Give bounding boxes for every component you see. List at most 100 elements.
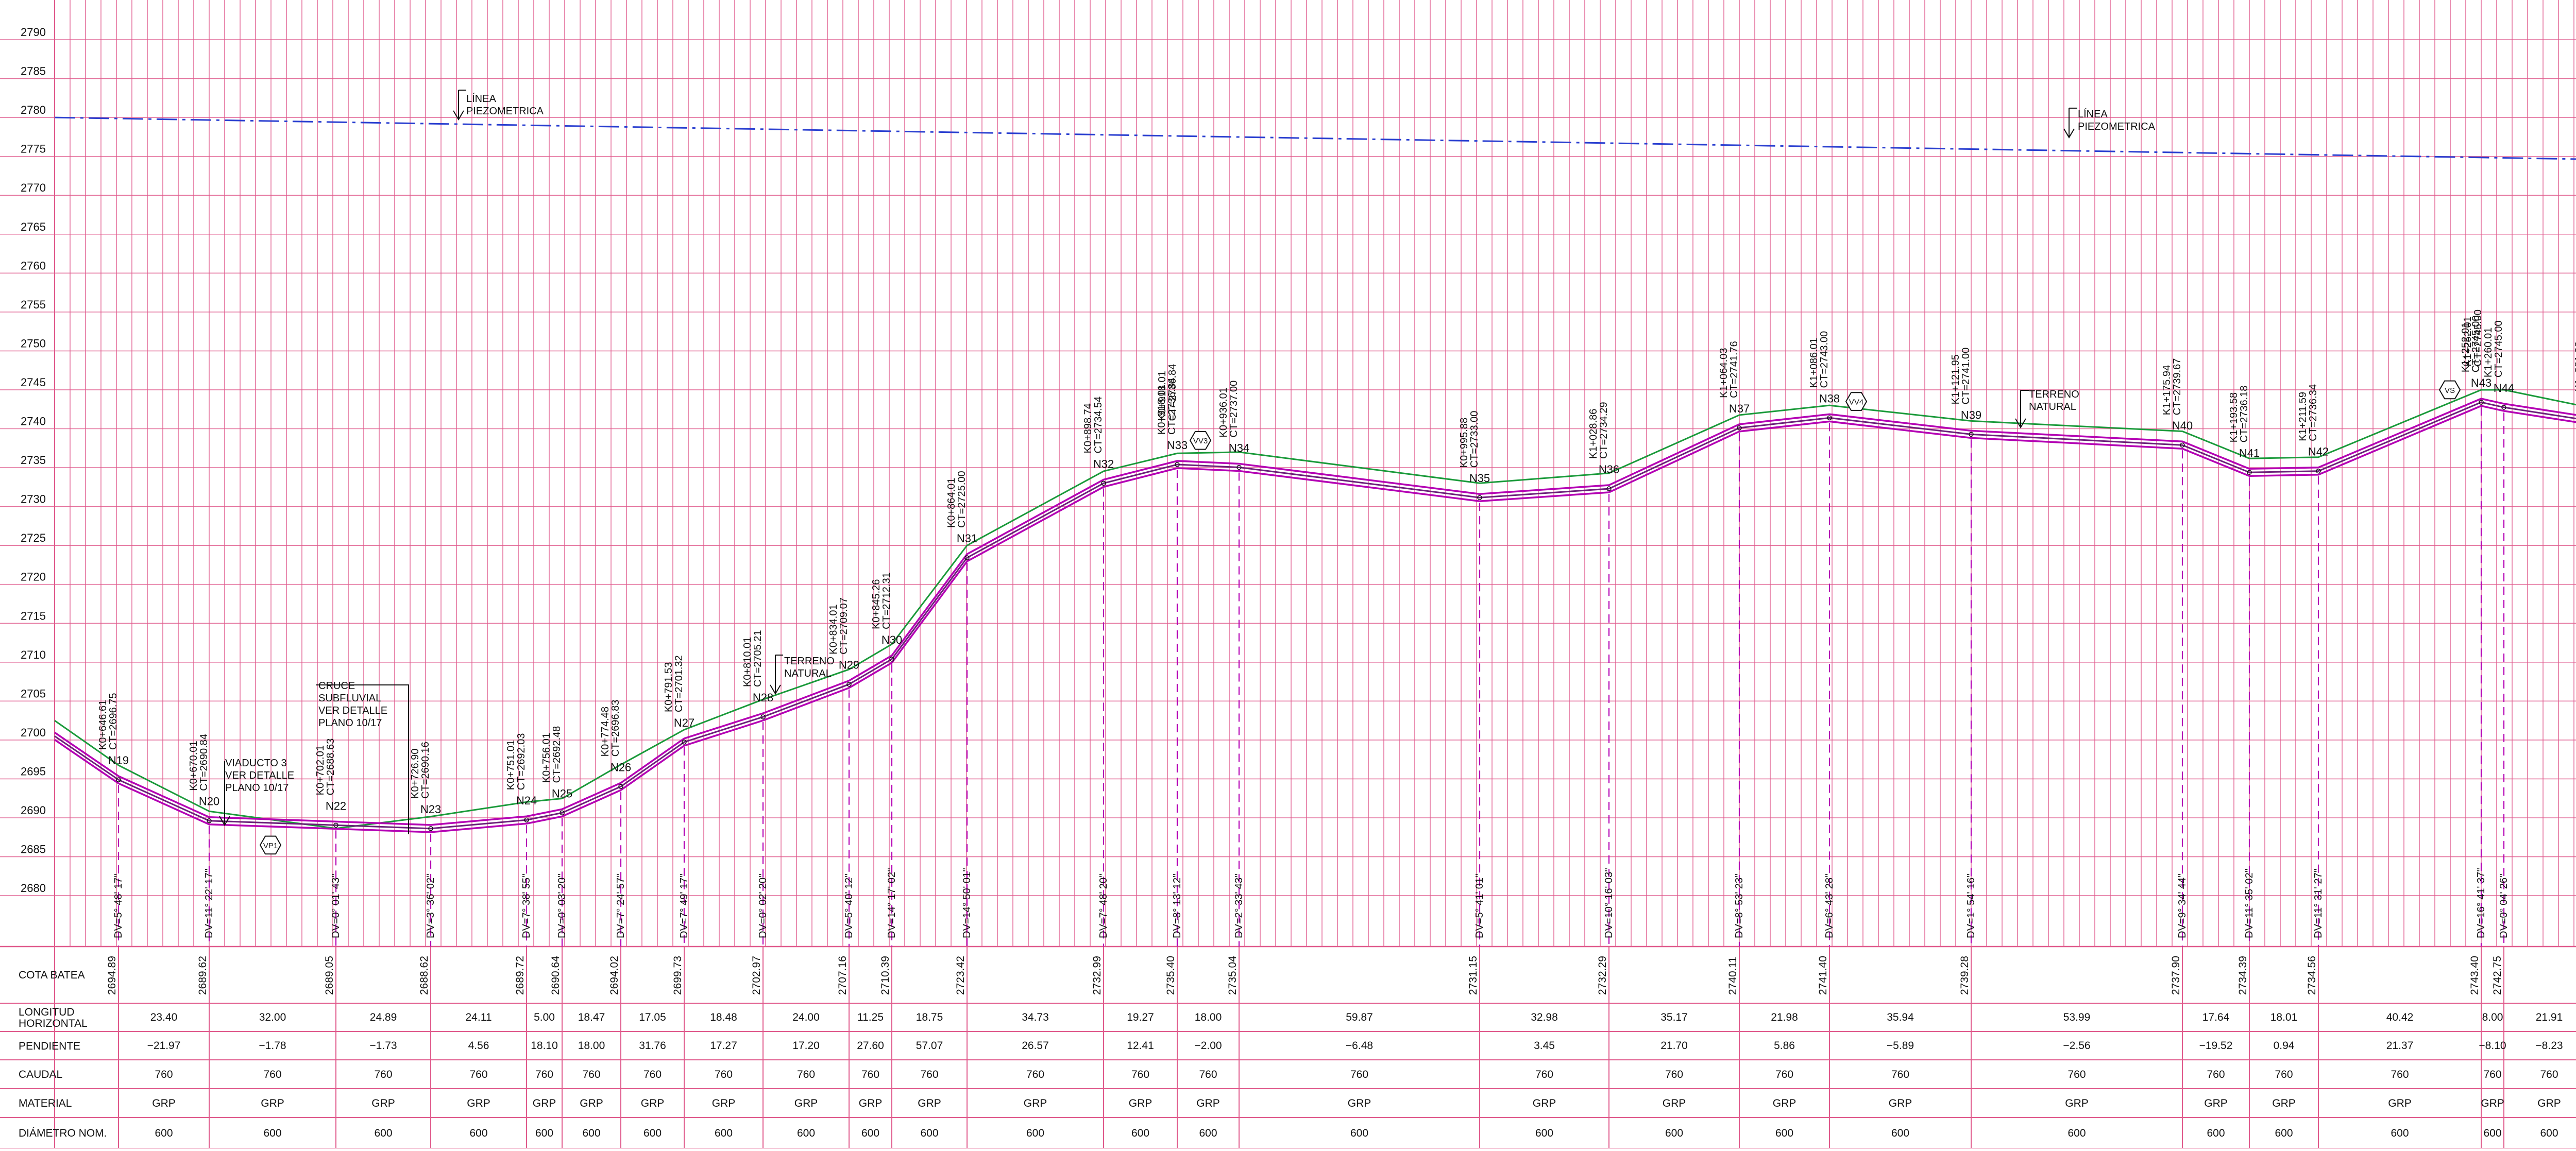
node-station: K0+774.48 bbox=[600, 707, 611, 757]
node-ct: CT=2712.31 bbox=[881, 572, 892, 629]
piezometric-note-left-line: LÍNEA bbox=[466, 93, 496, 105]
segment-diam: 600 bbox=[1775, 1127, 1793, 1139]
node-ct: CT=2739.67 bbox=[2172, 358, 2183, 416]
node-station: K0+918.01 bbox=[1156, 385, 1167, 435]
segment-diam: 600 bbox=[861, 1127, 879, 1139]
cota-value: 2689.05 bbox=[324, 956, 335, 995]
cota-value: 2739.28 bbox=[1959, 956, 1971, 995]
node-ct: CT=2734.29 bbox=[1598, 402, 1609, 459]
segment-long: 17.05 bbox=[639, 1011, 666, 1023]
node-label: N30 bbox=[882, 633, 902, 646]
segment-long: 18.47 bbox=[578, 1011, 605, 1023]
piezometric-note-right-line: PIEZOMETRICA bbox=[2078, 121, 2156, 132]
node-label: N24 bbox=[516, 794, 537, 807]
segment-pend: −19.52 bbox=[2199, 1040, 2233, 1052]
node-ct: CT=2733.00 bbox=[1469, 411, 1480, 468]
node-marker bbox=[207, 818, 212, 823]
node-marker bbox=[116, 777, 121, 782]
segment-long: 59.87 bbox=[1346, 1011, 1373, 1023]
cota-value: 2690.64 bbox=[550, 956, 562, 995]
segment-long: 35.17 bbox=[1660, 1011, 1688, 1023]
segment-diam: 600 bbox=[582, 1127, 600, 1139]
node-label: N29 bbox=[839, 659, 859, 672]
segment-caudal: 760 bbox=[920, 1069, 938, 1080]
segment-caudal: 760 bbox=[2067, 1069, 2086, 1080]
node-marker bbox=[1101, 480, 1106, 486]
segment-mat: GRP bbox=[1196, 1097, 1220, 1109]
segment-mat: GRP bbox=[2204, 1097, 2228, 1109]
elevation-tick-label: 2785 bbox=[21, 65, 46, 78]
segment-pend: 27.60 bbox=[857, 1040, 884, 1052]
node-ct: CT=2696.75 bbox=[108, 693, 119, 750]
elevation-tick-label: 2680 bbox=[21, 882, 46, 895]
segment-long: 32.00 bbox=[259, 1011, 286, 1023]
node-ct: CT=2743.00 bbox=[1819, 331, 1830, 388]
cota-value: 2688.62 bbox=[418, 956, 430, 995]
node-ct: CT=2736.18 bbox=[2239, 386, 2250, 443]
node-station: K1+252.01 bbox=[2460, 322, 2471, 372]
node-station: K0+936.01 bbox=[1218, 387, 1229, 437]
node-ct: CT=2736.84 bbox=[1166, 377, 1178, 435]
node-deflection: DV=8° 53' 23'' bbox=[1734, 873, 1745, 938]
segment-caudal: 760 bbox=[2207, 1069, 2225, 1080]
segment-mat: GRP bbox=[371, 1097, 395, 1109]
segment-pend: −21.97 bbox=[147, 1040, 181, 1052]
segment-pend: 26.57 bbox=[1022, 1040, 1049, 1052]
node-label: N32 bbox=[1093, 457, 1114, 470]
row-label-diametro: DIÁMETRO NOM. bbox=[19, 1127, 107, 1139]
row-label-pendiente: PENDIENTE bbox=[19, 1040, 80, 1052]
node-station: K0+834.01 bbox=[828, 604, 839, 654]
segment-caudal: 760 bbox=[2483, 1069, 2501, 1080]
node-deflection: DV=3° 36' 02'' bbox=[425, 873, 436, 938]
segment-caudal: 760 bbox=[1535, 1069, 1553, 1080]
valve-icon bbox=[1189, 431, 1212, 450]
segment-diam: 600 bbox=[374, 1127, 392, 1139]
node-station: K0+791.53 bbox=[663, 662, 674, 712]
node-ct: CT=2690.84 bbox=[198, 734, 210, 791]
elevation-tick-label: 2715 bbox=[21, 609, 46, 622]
elevation-tick-label: 2730 bbox=[21, 493, 46, 506]
elevation-tick-label: 2770 bbox=[21, 181, 46, 194]
node-station: K0+646.61 bbox=[97, 700, 109, 750]
cota-value: 2735.04 bbox=[1227, 956, 1239, 995]
node-station: K0+670.01 bbox=[188, 741, 199, 791]
elevation-tick-label: 2775 bbox=[21, 143, 46, 156]
segment-diam: 600 bbox=[920, 1127, 938, 1139]
elevation-axis: 2790 2785 2780 2775 2770 2765 2760 2755 2750 2745… bbox=[21, 26, 46, 895]
segment-pend: 31.76 bbox=[639, 1040, 666, 1052]
segment-caudal: 760 bbox=[2275, 1069, 2293, 1080]
viaduct-note-line: PLANO 10/17 bbox=[225, 782, 289, 794]
segment-diam: 600 bbox=[2275, 1127, 2293, 1139]
segment-caudal: 760 bbox=[1131, 1069, 1149, 1080]
node-ct: CT=2745.00 bbox=[2493, 320, 2504, 377]
segment-diam: 600 bbox=[797, 1127, 815, 1139]
crossing-note-line: SUBFLUVIAL bbox=[318, 693, 381, 704]
segment-pend: 4.56 bbox=[468, 1040, 489, 1052]
segment-pend: −5.89 bbox=[1887, 1040, 1914, 1052]
node-deflection: DV=14° 17' 02'' bbox=[886, 868, 897, 938]
elevation-tick-label: 2760 bbox=[21, 259, 46, 272]
segment-mat: GRP bbox=[1348, 1097, 1371, 1109]
node-marker bbox=[1236, 465, 1242, 470]
node-label: N40 bbox=[2172, 419, 2193, 432]
terrain-note-2-line: NATURAL bbox=[2029, 401, 2076, 413]
terrain-note-1-line: TERRENO bbox=[784, 656, 835, 667]
row-label-material: MATERIAL bbox=[19, 1097, 72, 1109]
node-ct: CT=2692.48 bbox=[551, 726, 563, 783]
node-marker bbox=[2247, 470, 2252, 475]
node-label: N25 bbox=[552, 787, 572, 800]
segment-mat: GRP bbox=[467, 1097, 490, 1109]
node-label: N34 bbox=[1229, 441, 1249, 454]
node-label: N36 bbox=[1599, 463, 1619, 476]
segment-caudal: 760 bbox=[2391, 1069, 2409, 1080]
node-deflection: DV=0° 02' 20'' bbox=[757, 873, 769, 938]
node-station: K0+995.88 bbox=[1459, 418, 1470, 468]
segment-diam: 600 bbox=[1665, 1127, 1683, 1139]
cota-value: 2732.99 bbox=[1091, 956, 1103, 995]
node-marker bbox=[1969, 432, 1974, 437]
pipe-crown-line bbox=[54, 398, 2576, 826]
node-deflection: DV=16° 41' 37'' bbox=[2476, 868, 2487, 938]
node-station: K1+086.01 bbox=[1808, 338, 1820, 388]
cota-value: 2689.62 bbox=[197, 956, 209, 995]
